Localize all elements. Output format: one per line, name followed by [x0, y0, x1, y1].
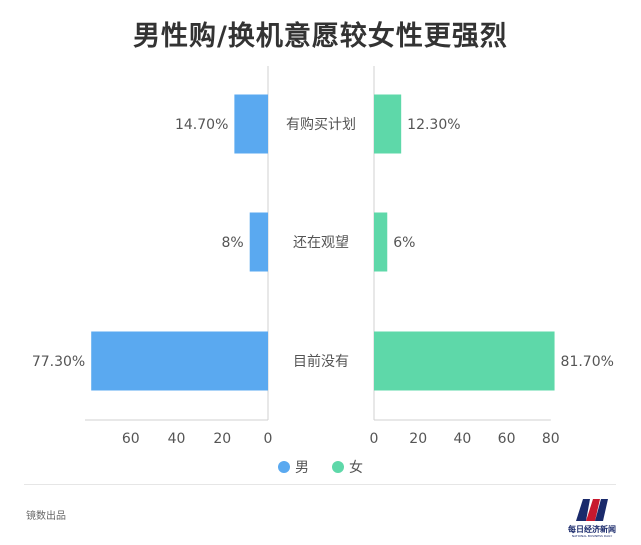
brand-logo-subtext: NATIONAL BUSINESS DAILY [571, 534, 613, 538]
bar-male [91, 331, 268, 391]
left-tick-label: 0 [264, 431, 273, 447]
data-label-male: 77.30% [32, 354, 85, 370]
right-tick-label: 60 [498, 431, 516, 447]
data-label-female: 6% [393, 235, 415, 251]
chart-title: 男性购/换机意愿较女性更强烈 [133, 21, 508, 52]
data-label-male: 8% [221, 235, 243, 251]
data-label-male: 14.70% [175, 117, 228, 133]
right-tick-label: 0 [370, 431, 379, 447]
bars [91, 94, 555, 391]
legend-label: 男 [295, 460, 309, 476]
brand-logo-text: 每日经济新闻 [568, 525, 616, 534]
bar-female [374, 94, 402, 154]
right-tick-label: 40 [453, 431, 471, 447]
legend-label: 女 [349, 459, 363, 476]
right-tick-label: 20 [409, 431, 427, 447]
bar-female [374, 331, 555, 391]
data-label-female: 81.70% [561, 354, 614, 370]
legend-marker [278, 461, 290, 473]
left-tick-label: 20 [213, 431, 231, 447]
bar-male [234, 94, 268, 154]
right-tick-label: 80 [542, 431, 560, 447]
data-labels: 14.70% 12.30% 8% 6% 77.30% 81.70% [32, 117, 614, 370]
left-tick-label: 40 [168, 431, 186, 447]
category-label: 还在观望 [293, 235, 349, 251]
data-label-female: 12.30% [407, 117, 460, 133]
tick-labels: 60 40 20 0 0 20 40 60 80 [122, 431, 560, 447]
legend-marker [332, 461, 344, 473]
bar-male [249, 212, 268, 272]
legend: 男女 [278, 459, 363, 476]
footer-divider [24, 484, 616, 485]
source-label: 镜数出品 [26, 511, 66, 522]
category-label: 目前没有 [293, 353, 349, 370]
brand-logo-icon [576, 499, 608, 521]
category-label: 有购买计划 [286, 117, 356, 133]
brand-logo: 每日经济新闻 NATIONAL BUSINESS DAILY [566, 491, 618, 538]
bar-female [374, 212, 388, 272]
left-tick-label: 60 [122, 431, 140, 447]
